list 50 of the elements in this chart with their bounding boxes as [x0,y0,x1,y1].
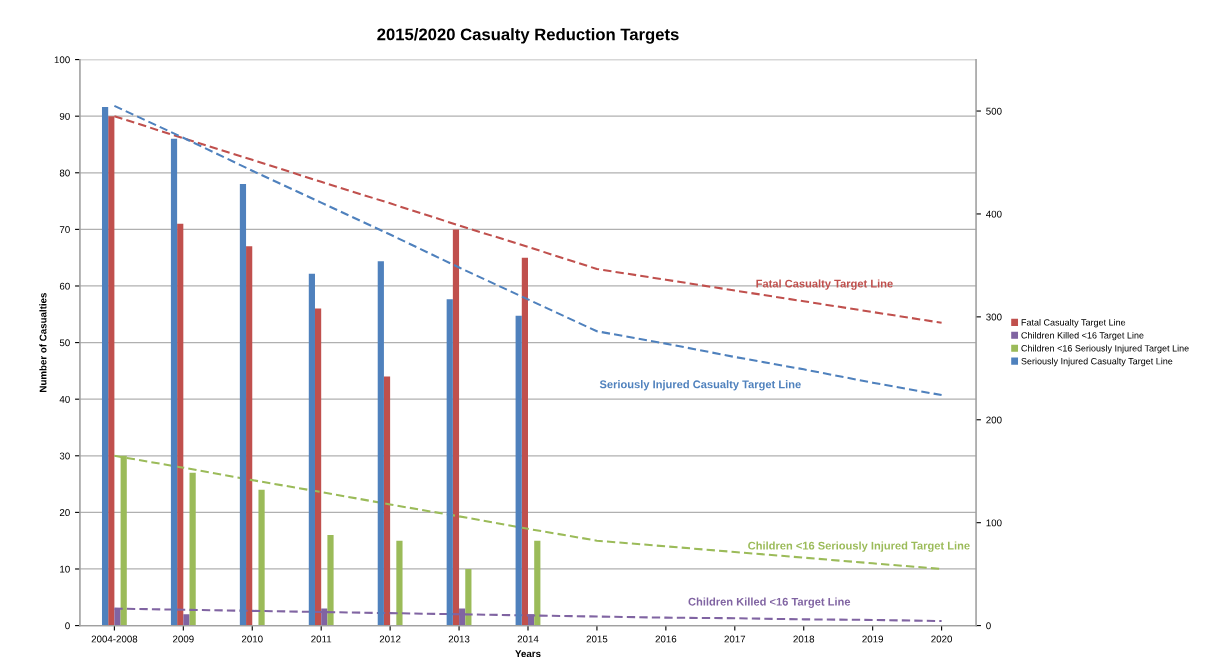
y2-tick-label: 500 [986,107,1002,115]
series-label: Fatal Casualty Target Line [756,279,893,290]
bar [258,489,265,626]
bar [534,540,541,626]
line-series [113,607,943,623]
bar [183,614,190,626]
series-label: Children Killed <16 Target Line [688,597,851,608]
x-tick-label: 2004-2008 [91,635,138,643]
x-tick-label: 2014 [517,635,539,643]
series-label: Children <16 Seriously Injured Target Line [748,541,970,552]
y-tick-label: 50 [59,339,70,347]
y2-tick-label: 300 [986,313,1002,321]
legend-label: Children <16 Seriously Injured Target Line [1021,344,1189,354]
series-label: Seriously Injured Casualty Target Line [599,380,801,391]
x-tick-label: 2016 [655,635,677,643]
y2-tick-label: 200 [986,416,1002,424]
y-tick-label: 0 [65,622,70,630]
chart-title: 2015/2020 Casualty Reduction Targets [377,28,679,44]
y2-tick-label: 400 [986,210,1002,218]
x-tick-label: 2013 [448,635,470,643]
bar [465,568,472,626]
y-tick-label: 20 [59,509,70,517]
y-tick-label: 90 [59,112,70,120]
bar [396,540,403,626]
y-tick-label: 70 [59,226,70,233]
y-tick-label: 60 [59,282,70,290]
x-tick-label: 2015 [586,635,608,643]
bar [327,535,334,626]
y2-tick-label: 100 [986,519,1002,527]
x-tick-label: 2018 [793,635,815,643]
x-tick-label: 2019 [862,635,884,643]
x-tick-label: 2017 [724,635,746,643]
legend-label: Seriously Injured Casualty Target Line [1021,357,1173,367]
x-tick-label: 2010 [241,635,263,643]
y-tick-label: 30 [59,452,70,460]
y-axis-title: Number of Casualties [39,293,47,392]
y2-tick-label: 0 [986,622,991,630]
x-tick-label: 2011 [311,635,332,643]
x-tick-label: 2009 [173,635,194,643]
legend-label: Fatal Casualty Target Line [1021,318,1126,328]
y-tick-label: 10 [60,565,70,573]
x-tick-label: 2012 [379,635,401,643]
line-series [113,104,943,397]
bar [189,472,196,626]
x-axis-title: Years [515,650,541,658]
y-tick-label: 40 [59,395,70,403]
x-tick-label: 2020 [931,635,953,643]
y-tick-label: 100 [54,56,70,64]
y-tick-label: 80 [59,169,70,177]
legend-label: Children Killed <16 Target Line [1021,331,1144,341]
